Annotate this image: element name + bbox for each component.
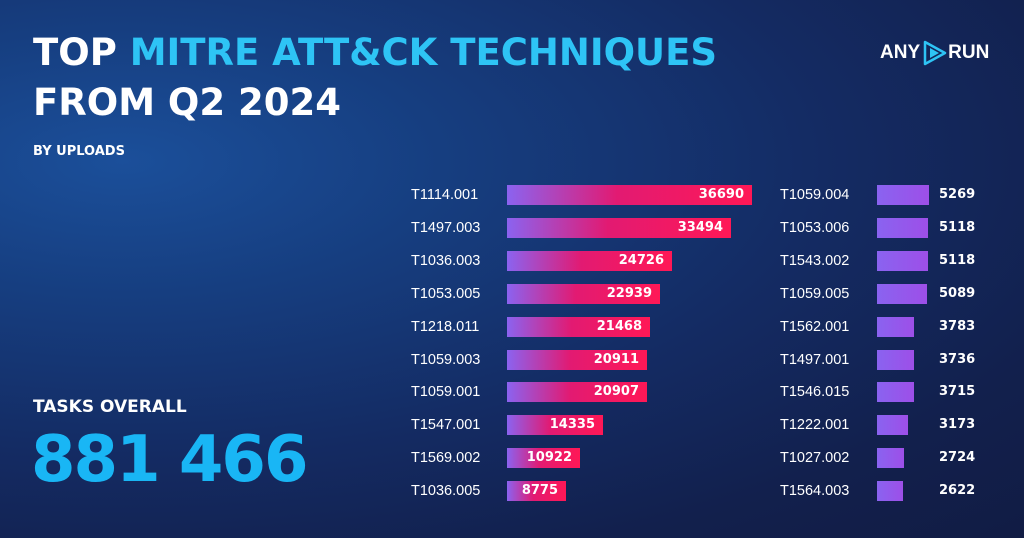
bar xyxy=(877,415,908,436)
category-label: T1218.011 xyxy=(411,318,480,335)
category-label: T1569.002 xyxy=(411,450,481,467)
bar xyxy=(877,217,928,238)
category-label: T1027.002 xyxy=(780,450,850,467)
bar xyxy=(877,185,929,205)
category-label: T1059.003 xyxy=(411,351,481,368)
category-label: T1114.001 xyxy=(411,187,479,203)
tasks-overall-label: TASKS OVERALL xyxy=(33,397,187,417)
bar xyxy=(877,481,903,502)
value-label: 20907 xyxy=(593,384,639,400)
value-label: 2724 xyxy=(939,450,976,466)
category-label: T1562.001 xyxy=(780,318,850,335)
bar xyxy=(877,316,914,337)
bar xyxy=(877,349,914,370)
category-label: T1547.001 xyxy=(411,417,481,434)
value-label: 5089 xyxy=(939,285,976,301)
any-run-logo: ANY RUN xyxy=(880,40,989,66)
play-triangle-icon xyxy=(923,40,947,66)
subtitle: BY UPLOADS xyxy=(33,144,125,159)
logo-left-text: ANY xyxy=(880,42,921,63)
value-label: 5269 xyxy=(939,187,976,202)
bar xyxy=(507,382,647,403)
value-label: 3736 xyxy=(939,351,976,367)
value-label: 3783 xyxy=(939,318,976,334)
category-label: T1059.005 xyxy=(780,285,850,302)
value-label: 36690 xyxy=(698,187,744,202)
bar xyxy=(507,349,647,370)
category-label: T1497.001 xyxy=(780,351,850,368)
category-label: T1222.001 xyxy=(780,417,850,434)
bar xyxy=(877,382,914,403)
category-label: T1059.004 xyxy=(780,187,850,203)
category-label: T1564.003 xyxy=(780,483,850,500)
bar xyxy=(507,185,752,205)
bar xyxy=(507,283,660,304)
title-highlight: MITRE ATT&CK TECHNIQUES xyxy=(129,31,718,74)
category-label: T1036.005 xyxy=(411,483,481,500)
bar xyxy=(507,250,672,271)
page-title: TOP MITRE ATT&CK TECHNIQUES FROM Q2 2024 xyxy=(33,28,717,128)
bar xyxy=(507,481,566,502)
value-label: 5118 xyxy=(939,252,976,268)
title-prefix: TOP xyxy=(33,31,130,74)
bar xyxy=(877,448,904,469)
value-label: 2622 xyxy=(939,483,976,499)
bar xyxy=(507,316,650,337)
title-line-1: TOP MITRE ATT&CK TECHNIQUES xyxy=(33,28,717,78)
value-label: 33494 xyxy=(677,219,723,235)
category-label: T1053.005 xyxy=(411,285,481,302)
value-label: 21468 xyxy=(596,318,642,334)
bar xyxy=(877,283,927,304)
category-label: T1546.015 xyxy=(780,384,850,401)
value-label: 3173 xyxy=(939,417,976,433)
title-line-2: FROM Q2 2024 xyxy=(33,81,341,124)
value-label: 5118 xyxy=(939,219,976,235)
value-label: 20911 xyxy=(593,351,639,367)
category-label: T1053.006 xyxy=(780,219,850,236)
category-label: T1036.003 xyxy=(411,252,481,269)
bar xyxy=(507,415,603,436)
category-label: T1059.001 xyxy=(411,384,481,401)
value-label: 14335 xyxy=(549,417,595,433)
category-label: T1543.002 xyxy=(780,252,850,269)
value-label: 22939 xyxy=(606,285,652,301)
bar xyxy=(507,217,731,238)
bar xyxy=(877,250,928,271)
value-label: 8775 xyxy=(521,483,558,499)
logo-right-text: RUN xyxy=(948,42,990,63)
tasks-overall-value: 881 466 xyxy=(31,423,308,497)
bar xyxy=(507,448,580,469)
value-label: 3715 xyxy=(939,384,976,400)
category-label: T1497.003 xyxy=(411,219,481,236)
value-label: 24726 xyxy=(618,252,664,268)
value-label: 10922 xyxy=(526,450,572,466)
